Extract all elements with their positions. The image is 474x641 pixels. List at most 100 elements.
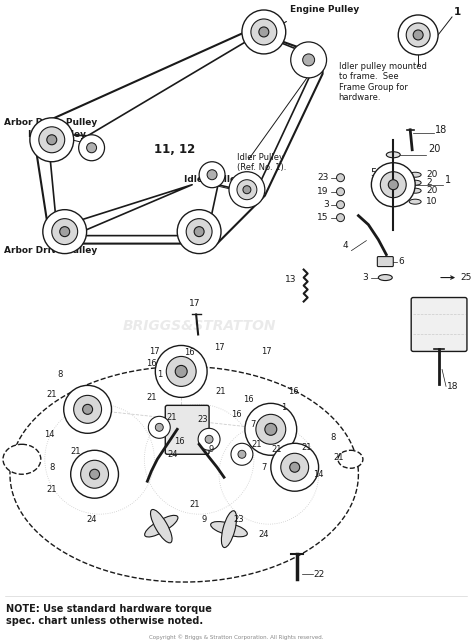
Text: Engine Pulley: Engine Pulley — [290, 5, 359, 14]
Text: 1: 1 — [157, 370, 162, 379]
Text: 13: 13 — [285, 275, 297, 284]
Circle shape — [265, 423, 277, 435]
Text: Arbor Drive Pulley: Arbor Drive Pulley — [4, 246, 97, 254]
Text: 1: 1 — [445, 175, 451, 185]
Ellipse shape — [338, 450, 363, 469]
Text: spec. chart unless otherwise noted.: spec. chart unless otherwise noted. — [6, 616, 203, 626]
Circle shape — [303, 54, 315, 66]
Text: 24: 24 — [86, 515, 97, 524]
Text: 4: 4 — [343, 240, 348, 249]
Text: 22: 22 — [314, 570, 325, 579]
Text: 23: 23 — [317, 173, 328, 182]
Text: 21: 21 — [189, 500, 200, 509]
Text: 21: 21 — [216, 387, 226, 396]
Text: Arbor Drive Pulley: Arbor Drive Pulley — [4, 118, 97, 127]
Text: 18: 18 — [447, 382, 458, 391]
Circle shape — [155, 423, 163, 431]
Text: 3: 3 — [323, 200, 328, 209]
Circle shape — [371, 163, 415, 206]
Circle shape — [242, 10, 286, 54]
Text: 14: 14 — [313, 470, 324, 479]
Text: 18: 18 — [435, 125, 447, 135]
Circle shape — [406, 23, 430, 47]
Circle shape — [337, 201, 345, 209]
Circle shape — [256, 414, 286, 444]
Circle shape — [207, 170, 217, 179]
Text: 1: 1 — [281, 403, 286, 412]
Circle shape — [380, 172, 406, 197]
Circle shape — [39, 127, 65, 153]
Text: 15: 15 — [317, 213, 328, 222]
Text: 8: 8 — [57, 370, 63, 379]
Text: 5: 5 — [370, 168, 376, 178]
Text: 10: 10 — [426, 197, 438, 206]
Text: 17: 17 — [214, 343, 224, 352]
Circle shape — [251, 19, 277, 45]
Text: 9: 9 — [201, 515, 207, 524]
Ellipse shape — [3, 444, 41, 474]
Circle shape — [231, 444, 253, 465]
Text: 21: 21 — [146, 393, 156, 402]
Text: 7: 7 — [250, 420, 255, 429]
Circle shape — [47, 135, 57, 145]
Text: 24: 24 — [167, 450, 177, 459]
Circle shape — [237, 179, 257, 200]
Text: Idler Pulley: Idler Pulley — [28, 129, 86, 139]
Text: 23: 23 — [234, 515, 244, 524]
Circle shape — [60, 227, 70, 237]
Circle shape — [64, 385, 111, 433]
Circle shape — [177, 210, 221, 254]
FancyBboxPatch shape — [411, 297, 467, 351]
Circle shape — [30, 118, 73, 162]
Text: 6: 6 — [398, 257, 404, 266]
Text: 16: 16 — [174, 437, 184, 445]
Circle shape — [291, 42, 327, 78]
Circle shape — [166, 356, 196, 387]
Text: 21: 21 — [252, 440, 262, 449]
Text: 20: 20 — [428, 144, 440, 154]
Circle shape — [148, 417, 170, 438]
Text: 16: 16 — [288, 387, 299, 396]
Circle shape — [43, 210, 87, 254]
Text: 7: 7 — [261, 463, 266, 472]
Circle shape — [155, 345, 207, 397]
Circle shape — [186, 219, 212, 245]
Circle shape — [337, 188, 345, 196]
Ellipse shape — [210, 522, 247, 537]
Circle shape — [81, 460, 109, 488]
Ellipse shape — [221, 511, 237, 547]
Ellipse shape — [378, 274, 392, 281]
Circle shape — [229, 172, 265, 208]
Circle shape — [290, 462, 300, 472]
Text: 8: 8 — [331, 433, 336, 442]
Text: 21: 21 — [71, 447, 81, 456]
Ellipse shape — [409, 172, 421, 177]
Text: 1: 1 — [454, 7, 461, 17]
Circle shape — [205, 435, 213, 444]
Circle shape — [71, 450, 118, 498]
Text: 19: 19 — [317, 187, 328, 196]
Circle shape — [79, 135, 105, 161]
Circle shape — [388, 179, 398, 190]
Circle shape — [90, 469, 100, 479]
Text: 25: 25 — [460, 273, 471, 282]
Text: 11, 12: 11, 12 — [155, 143, 196, 156]
Circle shape — [82, 404, 92, 414]
Circle shape — [271, 444, 319, 491]
Text: Idler Pulley
(Ref. No. 1).: Idler Pulley (Ref. No. 1). — [237, 153, 286, 172]
Text: 21: 21 — [46, 390, 57, 399]
Text: Copyright © Briggs & Stratton Corporation. All Rights reserved.: Copyright © Briggs & Stratton Corporatio… — [149, 634, 323, 640]
Circle shape — [238, 450, 246, 458]
Circle shape — [175, 365, 187, 378]
Text: 21: 21 — [301, 443, 312, 452]
Circle shape — [194, 227, 204, 237]
Circle shape — [337, 213, 345, 222]
Text: 20: 20 — [426, 186, 438, 196]
Text: 21: 21 — [272, 445, 282, 454]
FancyBboxPatch shape — [165, 405, 209, 454]
Circle shape — [52, 219, 78, 245]
Text: 17: 17 — [262, 347, 272, 356]
Circle shape — [281, 453, 309, 481]
Circle shape — [245, 403, 297, 455]
Circle shape — [259, 27, 269, 37]
